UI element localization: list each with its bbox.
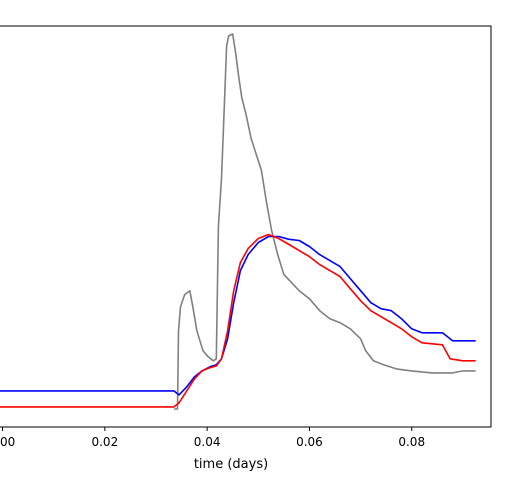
x-tick-label: 0.04 bbox=[194, 435, 221, 449]
x-tick-label: 0.08 bbox=[398, 435, 425, 449]
plot-frame bbox=[0, 25, 492, 428]
series-line-blue bbox=[0, 235, 476, 396]
x-tick-label: 0.02 bbox=[91, 435, 118, 449]
series-line-gray bbox=[173, 33, 476, 410]
x-tick-label: 0.06 bbox=[296, 435, 323, 449]
x-tick-label: 00 bbox=[0, 435, 15, 449]
x-axis-ticks: 00 0.02 0.04 0.06 0.08 bbox=[0, 427, 425, 449]
x-axis-label: time (days) bbox=[194, 457, 268, 472]
series-lines bbox=[0, 33, 476, 410]
series-line-red bbox=[0, 233, 476, 408]
